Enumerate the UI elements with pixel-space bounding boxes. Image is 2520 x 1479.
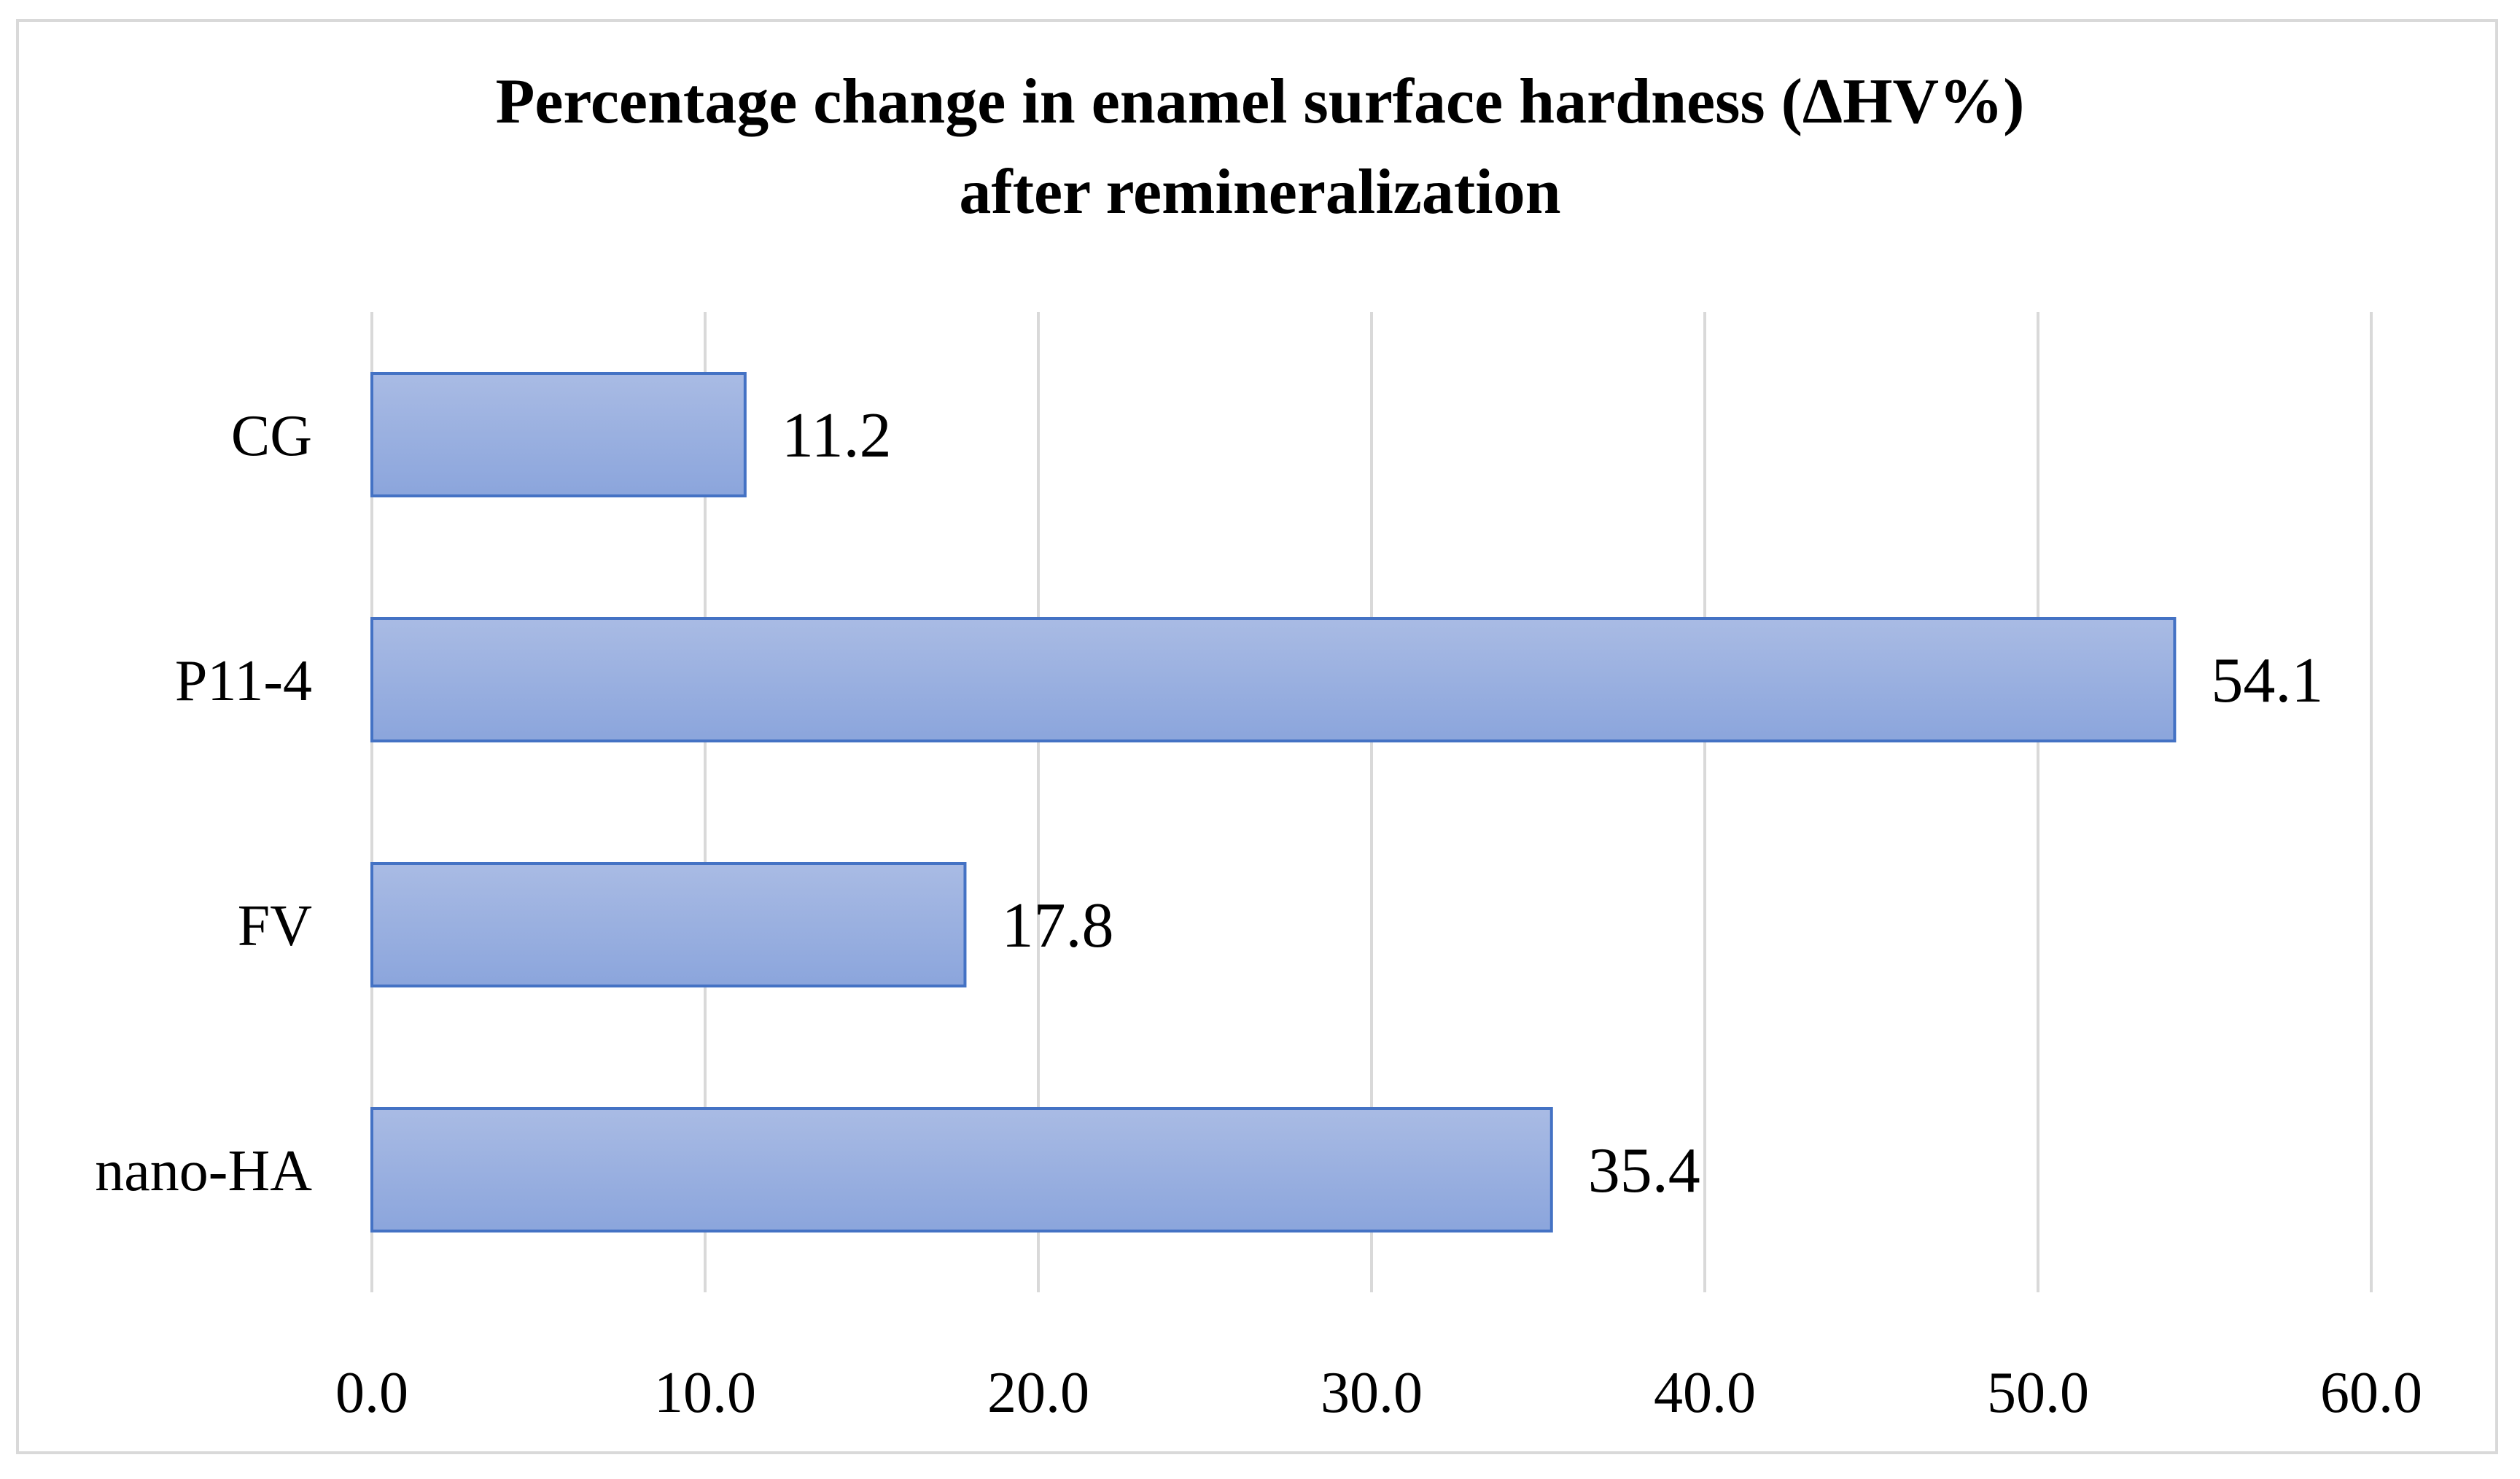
- data-label-0: 11.2: [782, 400, 892, 471]
- data-label-1: 54.1: [2211, 645, 2323, 716]
- bar-cg: [370, 372, 747, 497]
- bar-nano-ha: [370, 1107, 1553, 1232]
- x-tick-label-2: 20.0: [987, 1361, 1089, 1425]
- x-tick-label-5: 50.0: [1987, 1361, 2089, 1425]
- data-label-3: 35.4: [1588, 1136, 1700, 1206]
- bar-p11-4: [370, 617, 2177, 742]
- bar-fv: [370, 862, 967, 987]
- chart-title-line-2: after remineralization: [959, 157, 1561, 228]
- chart-title-line-1: Percentage change in enamel surface hard…: [495, 66, 2025, 137]
- x-tick-label-4: 40.0: [1654, 1361, 1756, 1425]
- data-label-2: 17.8: [1001, 890, 1113, 961]
- chart-title: Percentage change in enamel surface hard…: [0, 57, 2520, 238]
- bars: [370, 372, 2177, 1232]
- category-label-2: FV: [238, 894, 312, 958]
- labels: 0.0 10.0 20.0 30.0 40.0 50.0 60.0 CG 11.2 P11-4 54…: [95, 400, 2422, 1425]
- category-label-0: CG: [231, 404, 312, 468]
- x-tick-label-1: 10.0: [654, 1361, 756, 1425]
- category-label-3: nano-HA: [95, 1139, 312, 1203]
- x-tick-label-3: 30.0: [1321, 1361, 1423, 1425]
- x-tick-label-0: 0.0: [335, 1361, 408, 1425]
- category-label-1: P11-4: [175, 649, 312, 713]
- x-tick-label-6: 60.0: [2320, 1361, 2422, 1425]
